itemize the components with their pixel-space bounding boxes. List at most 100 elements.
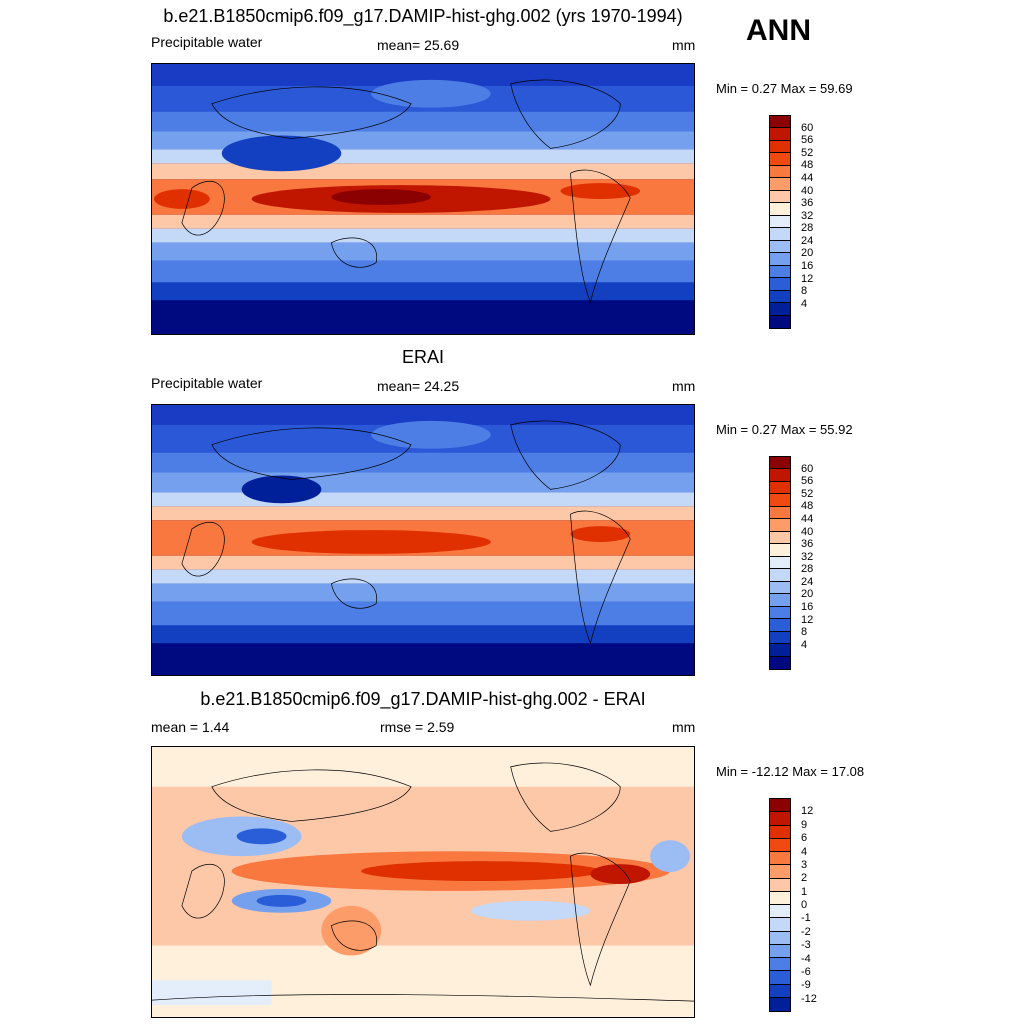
panel-3-minmax: Min = -12.12 Max = 17.08 <box>716 764 865 779</box>
colorbar-tick-label: 24 <box>801 575 814 588</box>
colorbar-swatch <box>770 569 790 582</box>
colorbar-tick-label: -6 <box>801 965 811 978</box>
panel-2-title: ERAI <box>401 347 444 367</box>
colorbar-tick-label: 24 <box>801 234 814 247</box>
colorbar-tick-label: 60 <box>801 462 814 475</box>
colorbar-swatch <box>770 190 790 204</box>
colorbar-tick-label: 0 <box>801 899 808 911</box>
colorbar-tick-label: 52 <box>801 487 814 500</box>
panel-2-map <box>151 404 695 676</box>
colorbar-tick-label: -1 <box>801 912 811 925</box>
colorbar-swatch <box>770 878 790 892</box>
colorbar-swatch <box>770 481 790 495</box>
colorbar-swatch <box>770 240 790 254</box>
colorbar-tick-label: 20 <box>801 247 814 260</box>
colorbar-swatch <box>770 865 790 879</box>
colorbar-tick-label: 52 <box>801 146 814 159</box>
panel-3-colorbar-labels: 12 9 6 4 3 2 1 0 -1 -2 -3 -4 -6 -9 -12 <box>801 798 841 1012</box>
colorbar-tick-label: 28 <box>801 222 814 235</box>
colorbar-tick-label: 3 <box>801 858 808 871</box>
colorbar-swatch <box>770 494 790 507</box>
panel-3-title: b.e21.B1850cmip6.f09_g17.DAMIP-hist-ghg.… <box>200 689 646 709</box>
panel-2-minmax: Min = 0.27 Max = 55.92 <box>716 422 853 437</box>
colorbar-tick-label: 32 <box>801 209 814 222</box>
colorbar-tick-label: 60 <box>801 121 814 134</box>
colorbar-tick-label: -9 <box>801 979 811 992</box>
colorbar-swatch <box>770 556 790 570</box>
colorbar-swatch <box>770 891 790 905</box>
colorbar-swatch <box>770 278 790 291</box>
colorbar-swatch <box>770 825 790 839</box>
colorbar-swatch <box>770 315 790 328</box>
panel-1-map <box>151 63 695 335</box>
colorbar-swatch <box>770 531 790 545</box>
colorbar-swatch <box>770 519 790 532</box>
colorbar-swatch <box>770 153 790 166</box>
colorbar-swatch <box>770 838 790 852</box>
colorbar-swatch <box>770 265 790 279</box>
colorbar-swatch <box>770 984 790 998</box>
colorbar-tick-label: 48 <box>801 159 814 172</box>
colorbar-tick-label: 6 <box>801 832 808 845</box>
colorbar-tick-label: 16 <box>801 601 814 614</box>
colorbar-tick-label: 44 <box>801 171 814 184</box>
colorbar-tick-label: -4 <box>801 952 811 965</box>
colorbar-swatch <box>770 606 790 620</box>
panel-1-left-label: Precipitable water <box>151 34 263 50</box>
colorbar-swatch <box>770 644 790 657</box>
colorbar-swatch <box>770 944 790 958</box>
panel-1-colorbar-labels: 60 56 52 48 44 40 36 32 28 24 20 16 12 8 4 <box>801 115 841 329</box>
panel-2-mean: mean= 24.25 <box>377 378 460 394</box>
panel-2-units: mm <box>672 378 696 394</box>
panel-2-colorbar <box>769 456 791 670</box>
colorbar-swatch <box>770 303 790 316</box>
colorbar-tick-label: 16 <box>801 260 814 273</box>
colorbar-tick-label: 20 <box>801 588 814 601</box>
colorbar-swatch <box>770 619 790 632</box>
colorbar-swatch <box>770 958 790 972</box>
colorbar-tick-label: 1 <box>801 885 808 898</box>
colorbar-swatch <box>770 506 790 520</box>
colorbar-tick-label: 48 <box>801 500 814 513</box>
colorbar-tick-label: 28 <box>801 563 814 576</box>
colorbar-tick-label: 36 <box>801 538 814 551</box>
panel-3-rmse: rmse = 2.59 <box>380 719 455 735</box>
colorbar-swatch <box>770 918 790 932</box>
colorbar-swatch <box>770 799 790 813</box>
colorbar-tick-label: 2 <box>801 872 808 885</box>
colorbar-tick-label: 56 <box>801 134 814 147</box>
colorbar-tick-label: 32 <box>801 550 814 563</box>
colorbar-swatch <box>770 253 790 266</box>
colorbar-swatch <box>770 116 790 129</box>
panel-3-map <box>151 746 695 1018</box>
panel-2-left-label: Precipitable water <box>151 375 263 391</box>
colorbar-tick-label: 40 <box>801 184 814 197</box>
colorbar-tick-label: 8 <box>801 626 808 639</box>
panel-1-title: b.e21.B1850cmip6.f09_g17.DAMIP-hist-ghg.… <box>163 6 683 26</box>
colorbar-swatch <box>770 631 790 645</box>
panel-1-mean: mean= 25.69 <box>377 37 460 53</box>
colorbar-tick-label: 4 <box>801 845 808 858</box>
panel-3-mean: mean = 1.44 <box>151 719 230 735</box>
colorbar-swatch <box>770 203 790 216</box>
panel-1-units: mm <box>672 37 696 53</box>
colorbar-swatch <box>770 457 790 470</box>
colorbar-tick-label: 12 <box>801 613 814 626</box>
colorbar-tick-label: -3 <box>801 939 811 952</box>
colorbar-swatch <box>770 905 790 919</box>
colorbar-swatch <box>770 128 790 141</box>
season-label: ANN <box>746 14 811 47</box>
colorbar-tick-label: -2 <box>801 925 811 938</box>
colorbar-tick-label: 36 <box>801 197 814 210</box>
colorbar-tick-label: -12 <box>801 992 817 1005</box>
colorbar-tick-label: 56 <box>801 475 814 488</box>
colorbar-tick-label: 40 <box>801 525 814 538</box>
colorbar-swatch <box>770 140 790 154</box>
colorbar-swatch <box>770 656 790 669</box>
panel-1-minmax: Min = 0.27 Max = 59.69 <box>716 81 853 96</box>
colorbar-swatch <box>770 469 790 482</box>
colorbar-swatch <box>770 594 790 607</box>
colorbar-tick-label: 44 <box>801 512 814 525</box>
panel-3-colorbar <box>769 798 791 1012</box>
colorbar-swatch <box>770 228 790 241</box>
